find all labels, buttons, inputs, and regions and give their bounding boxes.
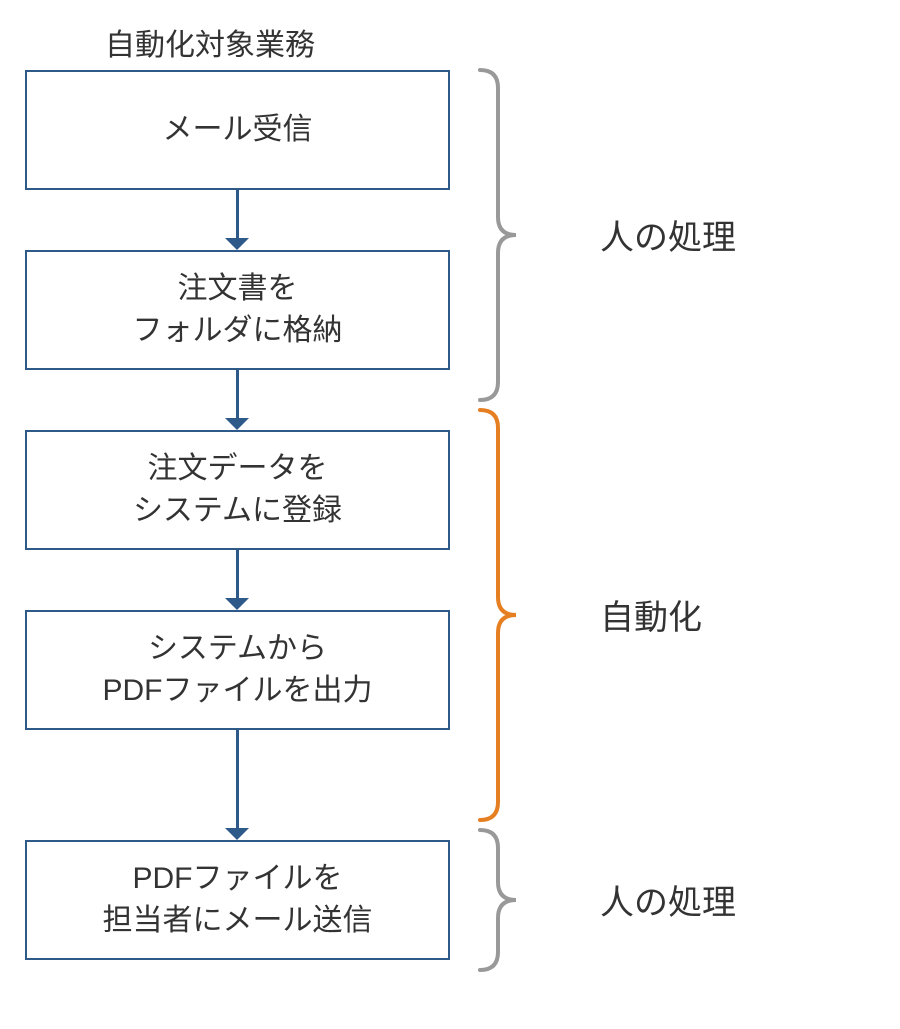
flow-box-3: 注文データを システムに登録: [25, 430, 450, 550]
flow-box-5-line2: 担当者にメール送信: [103, 900, 373, 942]
brace-1: [475, 70, 555, 400]
flow-box-4: システムから PDFファイルを出力: [25, 610, 450, 730]
flow-box-4-line1: システムから: [148, 628, 327, 670]
flow-box-1: メール受信: [25, 70, 450, 190]
brace-1-label: 人の処理: [600, 210, 736, 259]
flow-box-2: 注文書を フォルダに格納: [25, 250, 450, 370]
brace-3-label: 人の処理: [600, 875, 736, 924]
brace-2-label: 自動化: [600, 590, 702, 639]
flow-box-5: PDFファイルを 担当者にメール送信: [25, 840, 450, 960]
diagram-title: 自動化対象業務: [105, 20, 315, 64]
flowchart-diagram: 自動化対象業務 メール受信 注文書を フォルダに格納 注文データを システムに登…: [0, 0, 900, 1029]
flow-box-3-line2: システムに登録: [133, 490, 342, 532]
brace-3: [475, 830, 555, 970]
flow-box-3-line1: 注文データを: [148, 448, 328, 490]
brace-2: [475, 410, 555, 820]
flow-box-4-line2: PDFファイルを出力: [103, 670, 373, 712]
flow-box-5-line1: PDFファイルを: [133, 858, 343, 900]
flow-box-2-line1: 注文書を: [178, 268, 298, 310]
flow-box-1-line1: メール受信: [163, 109, 313, 151]
flow-box-2-line2: フォルダに格納: [133, 310, 343, 352]
